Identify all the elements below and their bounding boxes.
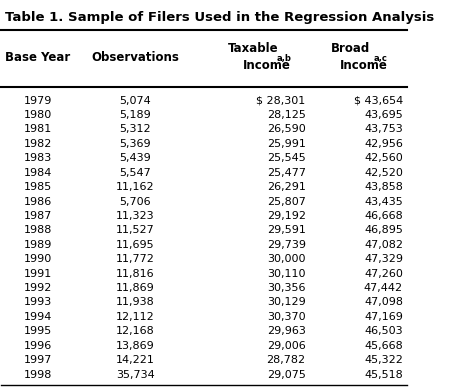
Text: 1985: 1985 xyxy=(24,182,52,192)
Text: Broad: Broad xyxy=(331,42,370,55)
Text: 46,668: 46,668 xyxy=(364,211,403,221)
Text: 1988: 1988 xyxy=(24,225,52,235)
Text: 30,000: 30,000 xyxy=(267,254,306,264)
Text: 26,590: 26,590 xyxy=(267,124,306,134)
Text: 1980: 1980 xyxy=(24,110,52,120)
Text: 47,442: 47,442 xyxy=(364,283,403,293)
Text: Income: Income xyxy=(243,59,291,72)
Text: 29,739: 29,739 xyxy=(267,240,306,250)
Text: 29,075: 29,075 xyxy=(267,370,306,380)
Text: a,c: a,c xyxy=(374,54,388,63)
Text: 46,503: 46,503 xyxy=(365,326,403,336)
Text: 1979: 1979 xyxy=(24,96,52,105)
Text: 45,322: 45,322 xyxy=(364,355,403,365)
Text: 13,869: 13,869 xyxy=(116,341,155,351)
Text: 25,545: 25,545 xyxy=(267,153,306,163)
Text: 28,125: 28,125 xyxy=(267,110,306,120)
Text: 42,520: 42,520 xyxy=(364,168,403,178)
Text: 29,192: 29,192 xyxy=(267,211,306,221)
Text: 5,547: 5,547 xyxy=(119,168,151,178)
Text: 47,329: 47,329 xyxy=(364,254,403,264)
Text: 47,260: 47,260 xyxy=(364,269,403,279)
Text: 42,560: 42,560 xyxy=(364,153,403,163)
Text: 1990: 1990 xyxy=(24,254,52,264)
Text: 45,518: 45,518 xyxy=(364,370,403,380)
Text: 1995: 1995 xyxy=(24,326,52,336)
Text: 47,169: 47,169 xyxy=(364,312,403,322)
Text: 47,098: 47,098 xyxy=(364,298,403,307)
Text: Table 1. Sample of Filers Used in the Regression Analysis: Table 1. Sample of Filers Used in the Re… xyxy=(5,11,435,24)
Text: 30,110: 30,110 xyxy=(267,269,306,279)
Text: 1997: 1997 xyxy=(24,355,52,365)
Text: 45,668: 45,668 xyxy=(364,341,403,351)
Text: 12,168: 12,168 xyxy=(116,326,155,336)
Text: 5,706: 5,706 xyxy=(119,196,151,207)
Text: 5,312: 5,312 xyxy=(119,124,151,134)
Text: 1998: 1998 xyxy=(24,370,52,380)
Text: 25,807: 25,807 xyxy=(267,196,306,207)
Text: 11,816: 11,816 xyxy=(116,269,155,279)
Text: 1986: 1986 xyxy=(24,196,52,207)
Text: 11,938: 11,938 xyxy=(116,298,155,307)
Text: 29,963: 29,963 xyxy=(267,326,306,336)
Text: Base Year: Base Year xyxy=(5,51,71,63)
Text: 43,695: 43,695 xyxy=(364,110,403,120)
Text: 1983: 1983 xyxy=(24,153,52,163)
Text: 5,074: 5,074 xyxy=(119,96,151,105)
Text: 14,221: 14,221 xyxy=(116,355,155,365)
Text: 46,895: 46,895 xyxy=(364,225,403,235)
Text: 11,772: 11,772 xyxy=(116,254,155,264)
Text: 30,356: 30,356 xyxy=(267,283,306,293)
Text: 5,189: 5,189 xyxy=(119,110,151,120)
Text: 43,858: 43,858 xyxy=(364,182,403,192)
Text: 26,291: 26,291 xyxy=(267,182,306,192)
Text: 11,695: 11,695 xyxy=(116,240,155,250)
Text: 25,991: 25,991 xyxy=(267,139,306,149)
Text: 1993: 1993 xyxy=(24,298,52,307)
Text: 5,369: 5,369 xyxy=(119,139,151,149)
Text: 1992: 1992 xyxy=(24,283,52,293)
Text: 11,323: 11,323 xyxy=(116,211,155,221)
Text: Observations: Observations xyxy=(91,51,179,63)
Text: 43,753: 43,753 xyxy=(364,124,403,134)
Text: 25,477: 25,477 xyxy=(267,168,306,178)
Text: 42,956: 42,956 xyxy=(364,139,403,149)
Text: 11,162: 11,162 xyxy=(116,182,155,192)
Text: 11,869: 11,869 xyxy=(116,283,155,293)
Text: 1982: 1982 xyxy=(24,139,52,149)
Text: $ 28,301: $ 28,301 xyxy=(256,96,306,105)
Text: 28,782: 28,782 xyxy=(266,355,306,365)
Text: 1991: 1991 xyxy=(24,269,52,279)
Text: 29,591: 29,591 xyxy=(267,225,306,235)
Text: 1981: 1981 xyxy=(24,124,52,134)
Text: 43,435: 43,435 xyxy=(364,196,403,207)
Text: $ 43,654: $ 43,654 xyxy=(354,96,403,105)
Text: 11,527: 11,527 xyxy=(116,225,155,235)
Text: 29,006: 29,006 xyxy=(267,341,306,351)
Text: 30,370: 30,370 xyxy=(267,312,306,322)
Text: 12,112: 12,112 xyxy=(116,312,155,322)
Text: 1994: 1994 xyxy=(24,312,52,322)
Text: 1987: 1987 xyxy=(24,211,52,221)
Text: 1989: 1989 xyxy=(24,240,52,250)
Text: 30,129: 30,129 xyxy=(267,298,306,307)
Text: a,b: a,b xyxy=(276,54,292,63)
Text: Taxable: Taxable xyxy=(228,42,278,55)
Text: Income: Income xyxy=(340,59,388,72)
Text: 1996: 1996 xyxy=(24,341,52,351)
Text: 5,439: 5,439 xyxy=(119,153,151,163)
Text: 47,082: 47,082 xyxy=(364,240,403,250)
Text: 35,734: 35,734 xyxy=(116,370,155,380)
Text: 1984: 1984 xyxy=(24,168,52,178)
